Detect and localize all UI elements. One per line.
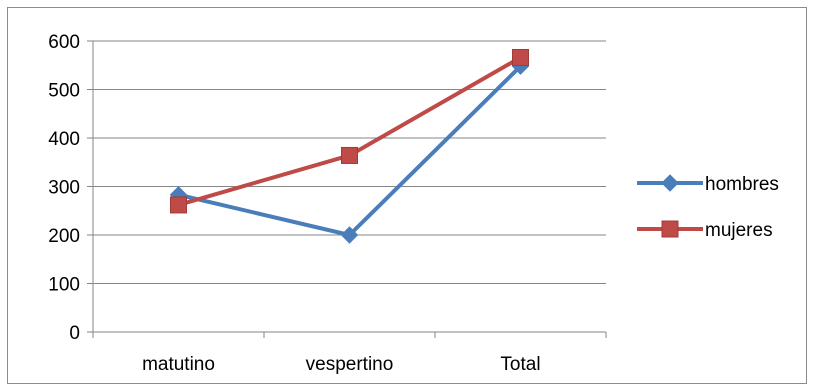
y-tick-label: 300	[48, 178, 80, 199]
data-point-mujeres	[170, 196, 187, 214]
y-tick-label: 100	[48, 275, 80, 296]
legend-label-hombres: hombres	[705, 174, 779, 195]
y-tick-label: 0	[69, 323, 80, 344]
chart-frame	[7, 7, 807, 384]
y-tick-label: 500	[48, 81, 80, 102]
legend-label-mujeres: mujeres	[705, 220, 773, 241]
legend-marker-hombres	[661, 174, 679, 192]
data-point-mujeres	[341, 146, 358, 164]
x-tick-label: Total	[500, 354, 540, 375]
data-point-mujeres	[512, 48, 529, 66]
y-tick-label: 200	[48, 226, 80, 247]
legend-marker-mujeres	[661, 220, 679, 238]
x-tick-label: matutino	[142, 354, 215, 375]
data-point-hombres	[340, 226, 359, 244]
y-tick-label: 400	[48, 129, 80, 150]
y-tick-label: 600	[48, 32, 80, 53]
series-line-mujeres	[177, 55, 522, 207]
x-tick-label: vespertino	[306, 354, 394, 375]
